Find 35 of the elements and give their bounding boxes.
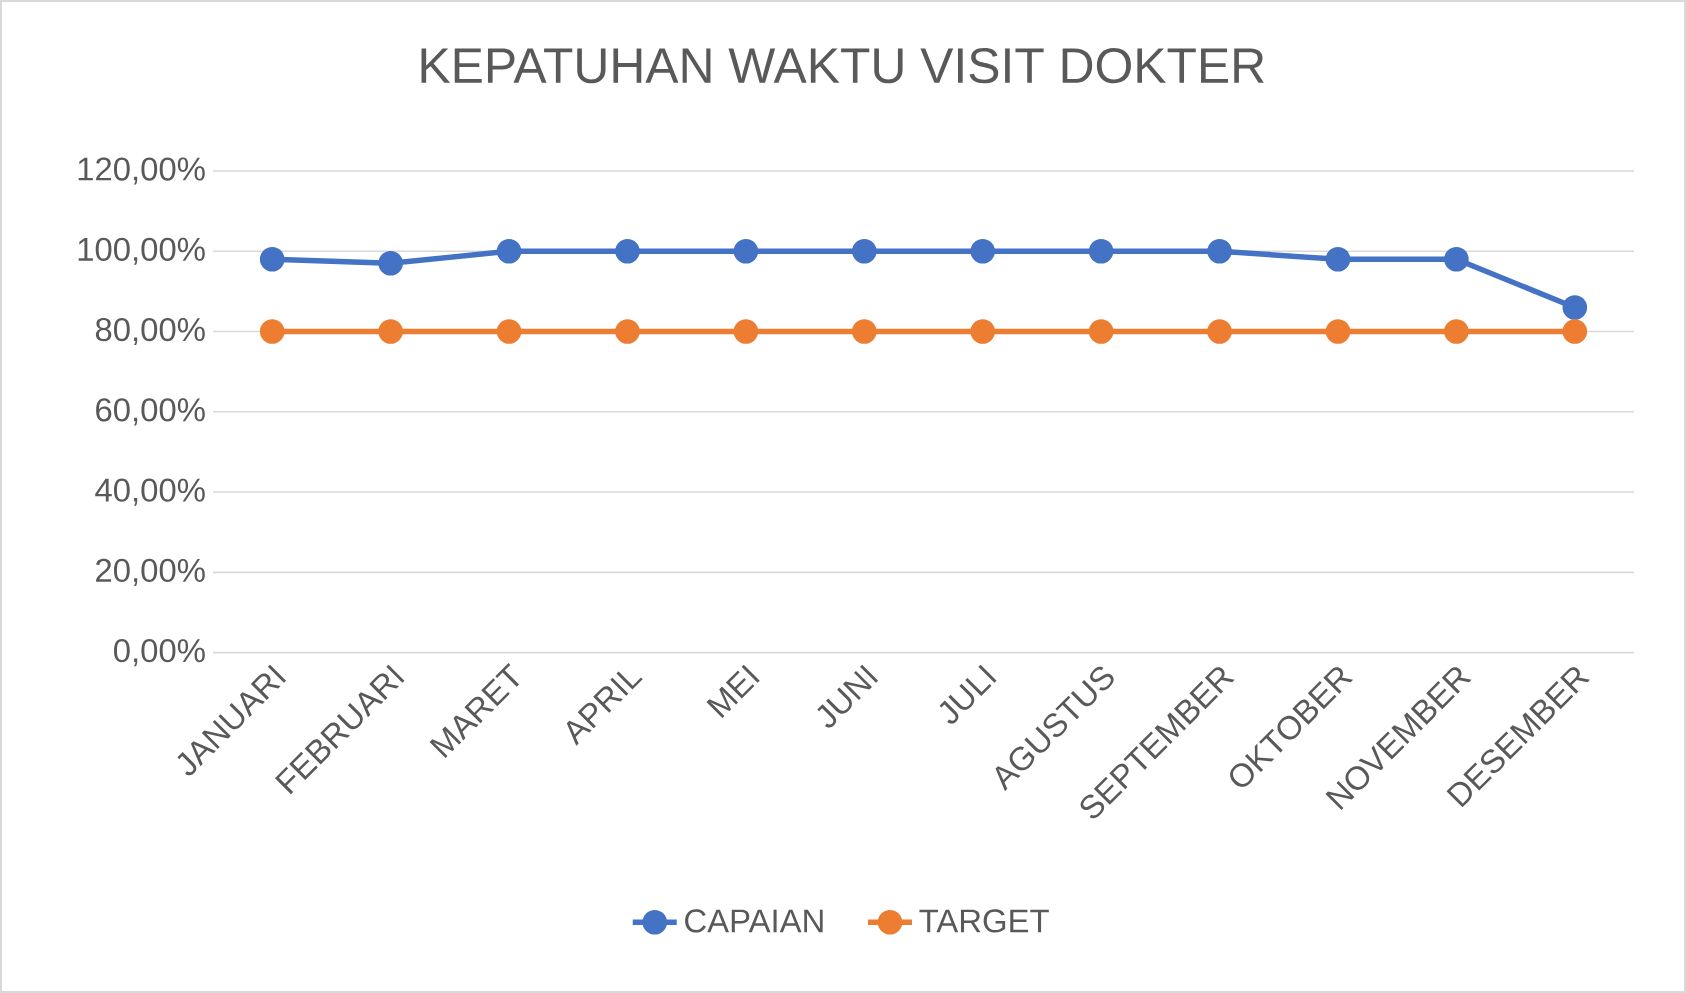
point	[1325, 319, 1351, 344]
point	[733, 238, 759, 264]
y-tick-label: 100,00%	[78, 237, 205, 265]
point	[1444, 319, 1469, 344]
y-tick-label: 60,00%	[96, 398, 205, 426]
x-tick-label: MEI	[706, 664, 760, 718]
point	[970, 238, 996, 264]
point	[1325, 246, 1351, 272]
point	[733, 319, 759, 344]
point	[1444, 246, 1469, 272]
point	[615, 238, 640, 264]
point	[378, 319, 403, 344]
point	[1207, 238, 1232, 264]
legend-label: TARGET	[919, 909, 1049, 933]
point	[970, 319, 996, 344]
point	[1088, 238, 1114, 264]
point	[1088, 319, 1114, 344]
legend-label: CAPAIAN	[685, 909, 823, 933]
point	[1207, 319, 1232, 344]
point	[852, 238, 877, 264]
y-tick-label: 80,00%	[95, 317, 205, 346]
y-tick-label: 20,00%	[96, 558, 205, 586]
point	[852, 319, 877, 344]
y-tick-label: 0,00%	[114, 639, 205, 667]
point	[259, 319, 285, 344]
point	[378, 251, 403, 276]
point	[259, 246, 285, 272]
y-tick-label: 40,00%	[95, 478, 205, 506]
point	[615, 319, 640, 344]
chart-title: KEPATUHAN WAKTU VISIT DOKTER	[421, 47, 1264, 84]
point	[496, 319, 522, 344]
y-tick-label: 120,00%	[78, 157, 205, 185]
point	[1562, 319, 1588, 344]
point	[496, 238, 522, 264]
point	[1562, 295, 1588, 320]
